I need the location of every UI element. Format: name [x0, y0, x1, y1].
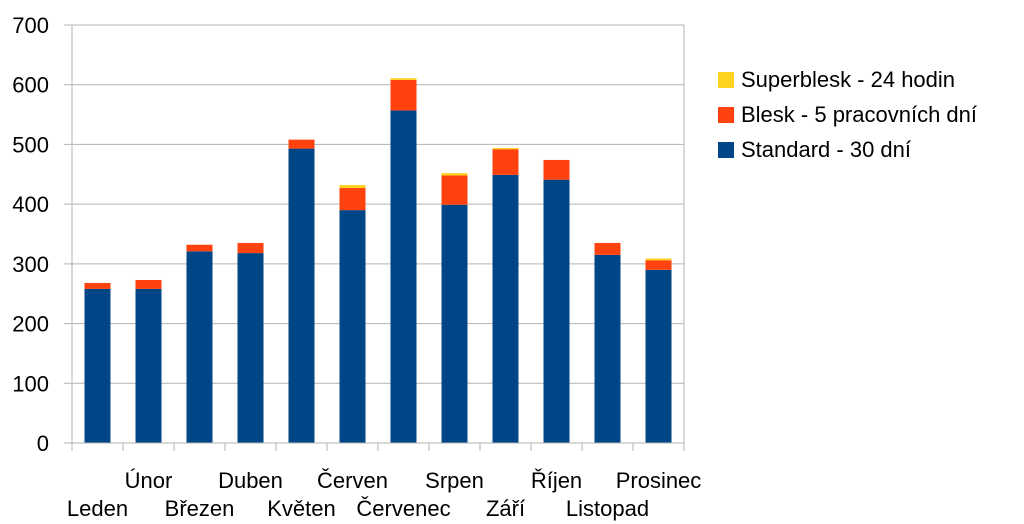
legend-entry: Standard - 30 dní	[718, 132, 977, 167]
bar-segment	[645, 258, 672, 261]
bar-segment	[288, 148, 315, 443]
bar-segment	[237, 253, 264, 443]
x-tick-label: Září	[486, 496, 525, 521]
x-tick-label: Říjen	[531, 468, 582, 493]
legend-label: Superblesk - 24 hodin	[741, 66, 956, 92]
bar-segment	[594, 254, 621, 443]
x-tick-label: Červen	[317, 468, 388, 493]
legend-swatch	[718, 106, 734, 123]
bar-segment	[645, 260, 672, 270]
bar-segment	[441, 175, 468, 205]
legend-label: Blesk - 5 pracovních dní	[741, 101, 978, 127]
x-tick-label: Únor	[125, 468, 173, 493]
x-tick-label: Březen	[165, 496, 235, 521]
bar-segment	[135, 288, 162, 443]
bar-segment	[237, 242, 264, 254]
bar-segment	[645, 269, 672, 443]
bar-segment	[594, 242, 621, 255]
bar-segment	[492, 148, 519, 150]
axes	[64, 25, 685, 451]
legend-entry: Superblesk - 24 hodin	[718, 62, 977, 97]
legend-swatch	[718, 141, 734, 158]
bar-segment	[390, 78, 417, 80]
bar-segment	[492, 149, 519, 175]
y-tick-label: 700	[12, 13, 49, 38]
bar-segment	[339, 185, 366, 189]
bar-segment	[84, 282, 111, 289]
bar-segment	[543, 159, 570, 180]
y-tick-label: 100	[12, 371, 49, 396]
y-tick-label: 300	[12, 252, 49, 277]
bar-segment	[441, 204, 468, 443]
bar-segment	[135, 279, 162, 289]
bar-segment	[390, 110, 417, 444]
tick-labels: 0 100 200 300 400 500 600 700 Leden Únor Březen Dub…	[12, 13, 701, 521]
y-tick-label: 0	[37, 431, 49, 456]
bar-segment	[492, 174, 519, 443]
bar-segment	[441, 173, 468, 176]
legend-label: Standard - 30 dní	[741, 136, 912, 162]
x-tick-label: Leden	[67, 496, 128, 521]
x-tick-label: Srpen	[425, 468, 484, 493]
x-tick-label: Listopad	[566, 496, 649, 521]
x-tick-label: Červenec	[356, 496, 450, 521]
bar-segment	[339, 188, 366, 211]
legend-swatch	[718, 71, 734, 88]
bar-segment	[288, 139, 315, 149]
x-tick-label: Duben	[218, 468, 283, 493]
bar-segment	[339, 210, 366, 443]
y-tick-label: 400	[12, 192, 49, 217]
bar-segment	[84, 288, 111, 443]
gridlines	[64, 24, 684, 444]
bar-segment	[390, 79, 417, 111]
x-tick-label: Prosinec	[616, 468, 702, 493]
y-tick-label: 600	[12, 73, 49, 98]
bar-segment	[186, 244, 213, 252]
legend: Superblesk - 24 hodin Blesk - 5 pracovníc…	[718, 62, 977, 167]
bar-segment	[543, 179, 570, 443]
bars	[84, 78, 672, 444]
bar-segment	[186, 251, 213, 443]
legend-entry: Blesk - 5 pracovních dní	[718, 97, 977, 132]
y-tick-label: 200	[12, 312, 49, 337]
y-tick-label: 500	[12, 132, 49, 157]
x-tick-label: Květen	[267, 496, 336, 521]
